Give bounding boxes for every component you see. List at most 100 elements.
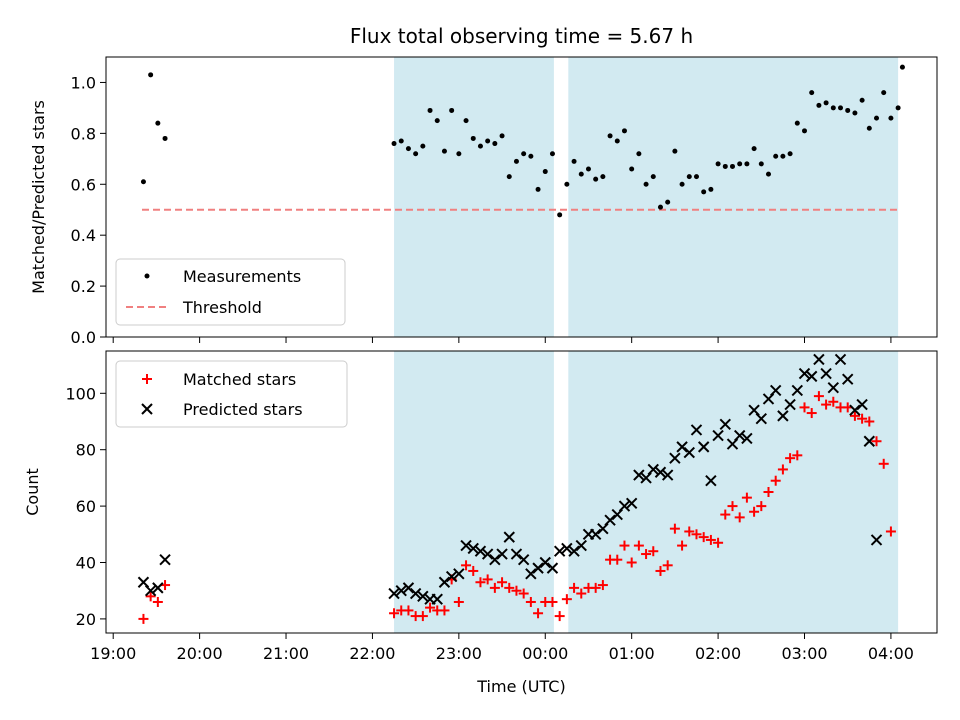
- measurement-point: [758, 161, 764, 167]
- matched-star-point: [533, 608, 544, 619]
- matched-star-point: [468, 565, 479, 576]
- predicted-star-point: [849, 404, 861, 416]
- measurement-point: [557, 212, 563, 218]
- measurement-point: [852, 110, 858, 116]
- matched-star-point: [439, 605, 450, 616]
- matched-star-point: [497, 577, 508, 588]
- top-panel: Flux total observing time = 5.67 h 0.0 0.…: [29, 24, 938, 347]
- bottom-axes-frame: [105, 350, 938, 634]
- matched-star-point: [770, 475, 781, 486]
- measurement-point: [643, 181, 649, 187]
- measurement-point: [391, 141, 397, 147]
- observing-span-2: [568, 57, 899, 337]
- matched-star-point: [669, 523, 680, 534]
- x-tick-label: 19:00: [90, 644, 136, 663]
- measurement-point: [564, 181, 570, 187]
- predicted-star-point: [654, 466, 667, 478]
- measurement-point: [708, 186, 714, 192]
- measurement-point: [485, 138, 491, 144]
- measurement-point: [629, 166, 635, 172]
- predicted-star-point: [647, 463, 659, 476]
- predicted-star-point: [733, 429, 746, 442]
- y-tick-label: 20: [76, 610, 96, 629]
- predicted-star-point: [417, 590, 429, 603]
- measurement-point: [672, 148, 678, 154]
- matched-star-point: [518, 588, 529, 599]
- measurement-point: [155, 120, 161, 126]
- measurement-point: [701, 189, 707, 195]
- matched-star-point: [734, 512, 745, 523]
- matched-star-point: [641, 549, 652, 560]
- matched-star-point: [576, 588, 587, 599]
- predicted-star-point: [618, 500, 631, 512]
- predicted-star-point: [539, 556, 551, 569]
- observing-span-1: [394, 351, 554, 633]
- legend-x: [141, 403, 153, 415]
- top-legend-box: [115, 258, 346, 326]
- matched-star-point: [813, 391, 824, 402]
- matched-star-point: [857, 413, 868, 424]
- predicted-star-point: [769, 384, 782, 397]
- measurement-point: [434, 118, 440, 124]
- matched-star-point: [389, 608, 400, 619]
- matched-star-point: [489, 582, 500, 593]
- predicted-star-point: [517, 553, 530, 566]
- bottom-y-axis-label: Count: [23, 468, 42, 516]
- measurement-point: [449, 107, 455, 113]
- matched-star-point: [763, 487, 774, 497]
- matched-star-point: [504, 582, 515, 593]
- matched-star-point: [655, 565, 666, 576]
- matched-star-point: [511, 585, 522, 596]
- measurement-point: [679, 181, 685, 187]
- matched-star-point: [821, 399, 832, 410]
- matched-star-point: [138, 613, 149, 624]
- matched-star-point: [684, 526, 695, 537]
- x-tick-label: 02:00: [695, 644, 741, 663]
- predicted-star-point: [575, 539, 587, 552]
- measurement-point: [686, 174, 692, 180]
- measurement-point: [657, 204, 663, 210]
- measurement-point: [513, 158, 519, 164]
- predicted-star-point: [159, 553, 171, 566]
- predicted-star-point: [805, 370, 818, 383]
- matched-star-point: [741, 492, 752, 503]
- legend-label-matched-stars: Matched stars: [183, 370, 296, 389]
- measurement-point: [794, 120, 800, 126]
- predicted-star-point: [625, 497, 638, 509]
- predicted-star-point: [741, 432, 753, 445]
- matched-star-point: [633, 540, 644, 551]
- matched-star-point: [864, 416, 875, 427]
- x-tick-label: 03:00: [781, 644, 827, 663]
- measurement-point: [780, 153, 786, 159]
- predicted-star-point: [676, 441, 688, 453]
- predicted-star-point: [870, 534, 883, 546]
- matched-star-point: [569, 582, 580, 593]
- measurement-point: [470, 135, 476, 141]
- matched-star-point: [547, 596, 558, 607]
- measurement-point: [881, 90, 887, 96]
- predicted-star-point: [510, 548, 523, 560]
- matched-star-point: [619, 540, 630, 551]
- matched-star-point: [777, 464, 788, 475]
- measurement-point: [600, 174, 606, 180]
- y-tick-label: 0.6: [71, 175, 96, 194]
- y-tick-label: 0.2: [71, 277, 96, 296]
- predicted-star-point: [827, 381, 840, 394]
- measurement-point: [859, 97, 865, 103]
- measurement-point: [823, 100, 829, 106]
- legend-marker-predicted-stars: [141, 403, 153, 415]
- predicted-star-point: [784, 398, 796, 411]
- predicted-star-point: [453, 568, 465, 580]
- predicted-star-point: [489, 553, 501, 566]
- y-tick-label: 1.0: [71, 73, 96, 92]
- measurement-point: [535, 186, 541, 192]
- matched-star-point: [590, 582, 601, 593]
- predicted-star-point: [705, 475, 717, 487]
- predicted-star-point: [546, 562, 559, 574]
- matched-star-point: [648, 546, 659, 557]
- y-tick-label: 40: [76, 554, 96, 573]
- predicted-star-point: [460, 539, 472, 552]
- measurement-point: [614, 138, 620, 144]
- legend-label-measurements: Measurements: [183, 267, 301, 286]
- y-tick-label: 0.0: [71, 328, 96, 347]
